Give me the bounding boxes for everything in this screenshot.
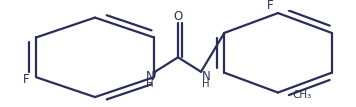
Text: H: H (202, 79, 210, 88)
Text: N: N (146, 70, 155, 83)
Text: F: F (267, 0, 273, 12)
Text: N: N (201, 70, 210, 83)
Text: CH₃: CH₃ (292, 90, 311, 100)
Text: O: O (173, 10, 183, 23)
Text: H: H (146, 79, 154, 88)
Text: F: F (23, 73, 30, 86)
